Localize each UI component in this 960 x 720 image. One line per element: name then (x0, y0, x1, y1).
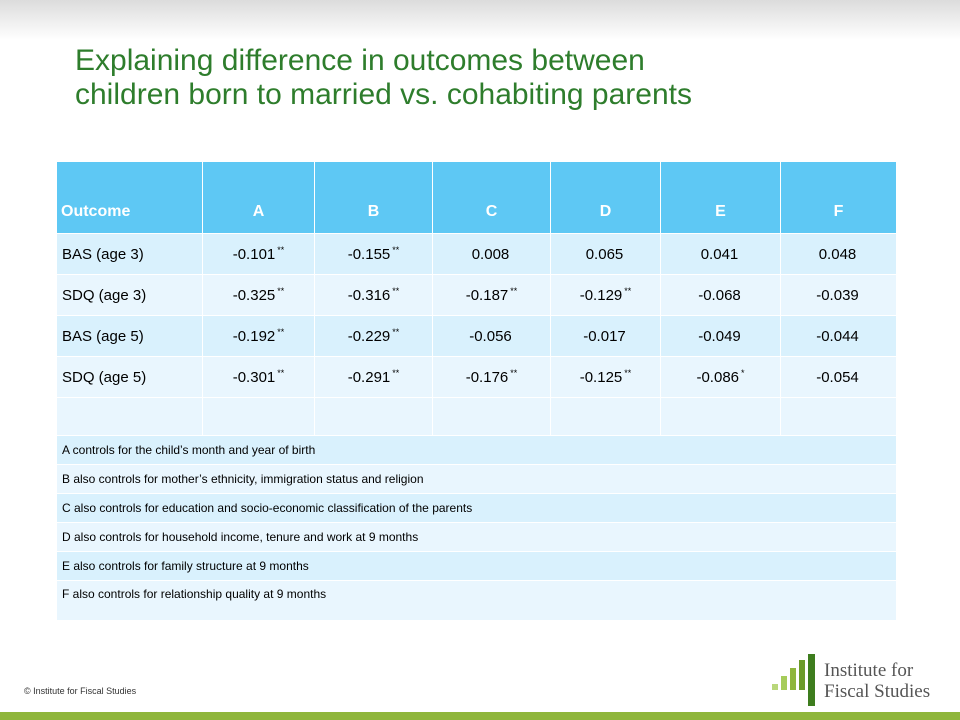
table-cell: -0.039 (781, 275, 896, 316)
table-cell: -0.301 ** (203, 357, 315, 398)
significance-marker: ** (277, 245, 285, 255)
table-header-row: Outcome A B C D E F (57, 162, 896, 234)
table-cell: -0.176 ** (433, 357, 551, 398)
table-cell: -0.229 ** (315, 316, 433, 357)
significance-marker: ** (277, 368, 285, 378)
table-cell: -0.017 (551, 316, 661, 357)
row-label: BAS (age 5) (57, 316, 203, 357)
significance-marker: ** (624, 286, 632, 296)
header-outcome: Outcome (57, 162, 203, 234)
table-cell (57, 398, 203, 436)
table-cell (315, 398, 433, 436)
significance-marker: ** (277, 327, 285, 337)
table-cell: -0.291 ** (315, 357, 433, 398)
table-cell: -0.129 ** (551, 275, 661, 316)
bar-chart-logo-icon (772, 654, 815, 706)
row-label: SDQ (age 5) (57, 357, 203, 398)
significance-marker: ** (392, 368, 400, 378)
table-cell: -0.101 ** (203, 234, 315, 275)
significance-marker: ** (624, 368, 632, 378)
table-row: SDQ (age 5) -0.301 ** -0.291 ** -0.176 ** -… (57, 357, 896, 398)
significance-marker: ** (510, 286, 518, 296)
table-cell: -0.187 ** (433, 275, 551, 316)
table-row: SDQ (age 3) -0.325 ** -0.316 ** -0.187 ** -… (57, 275, 896, 316)
table-cell (781, 398, 896, 436)
table-cell: -0.056 (433, 316, 551, 357)
table-row: BAS (age 3) -0.101 ** -0.155 ** 0.008 0.06… (57, 234, 896, 275)
table-cell: -0.054 (781, 357, 896, 398)
table-cell: -0.316 ** (315, 275, 433, 316)
table-cell: -0.155 ** (315, 234, 433, 275)
table-note: E also controls for family structure at … (57, 552, 896, 581)
table-cell: 0.008 (433, 234, 551, 275)
results-table: Outcome A B C D E F BAS (age 3) -0.101 **… (57, 162, 896, 621)
table-cell: -0.125 ** (551, 357, 661, 398)
row-label: BAS (age 3) (57, 234, 203, 275)
top-gradient-band (0, 0, 960, 40)
copyright-notice: © Institute for Fiscal Studies (24, 686, 137, 696)
table-cell: -0.068 (661, 275, 781, 316)
ifs-logo: Institute for Fiscal Studies (770, 654, 940, 706)
table-cell: -0.086 * (661, 357, 781, 398)
table-cell: 0.041 (661, 234, 781, 275)
table-cell (433, 398, 551, 436)
table-note: C also controls for education and socio-… (57, 494, 896, 523)
significance-marker: ** (392, 245, 400, 255)
header-c: C (433, 162, 551, 234)
table-cell: -0.044 (781, 316, 896, 357)
header-f: F (781, 162, 896, 234)
table-cell (551, 398, 661, 436)
table-note: D also controls for household income, te… (57, 523, 896, 552)
table-cell (661, 398, 781, 436)
header-d: D (551, 162, 661, 234)
logo-wordmark: Institute for Fiscal Studies (824, 660, 931, 702)
significance-marker: ** (392, 286, 400, 296)
significance-marker: ** (277, 286, 285, 296)
table-cell: -0.325 ** (203, 275, 315, 316)
significance-marker: ** (510, 368, 518, 378)
table-cell: -0.049 (661, 316, 781, 357)
header-b: B (315, 162, 433, 234)
table-note: A controls for the child’s month and yea… (57, 436, 896, 465)
bottom-accent-bar (0, 712, 960, 720)
slide-title: Explaining difference in outcomes betwee… (75, 44, 915, 112)
header-a: A (203, 162, 315, 234)
significance-marker: * (741, 368, 745, 378)
title-line-2: children born to married vs. cohabiting … (75, 78, 692, 111)
table-cell: 0.065 (551, 234, 661, 275)
title-line-1: Explaining difference in outcomes betwee… (75, 44, 645, 77)
header-e: E (661, 162, 781, 234)
table-cell (203, 398, 315, 436)
table-blank-row (57, 398, 896, 436)
table-row: BAS (age 5) -0.192 ** -0.229 ** -0.056 -0.… (57, 316, 896, 357)
table-cell: -0.192 ** (203, 316, 315, 357)
row-label: SDQ (age 3) (57, 275, 203, 316)
table-cell: 0.048 (781, 234, 896, 275)
table-note: F also controls for relationship quality… (57, 581, 896, 621)
significance-marker: ** (392, 327, 400, 337)
table-note: B also controls for mother’s ethnicity, … (57, 465, 896, 494)
